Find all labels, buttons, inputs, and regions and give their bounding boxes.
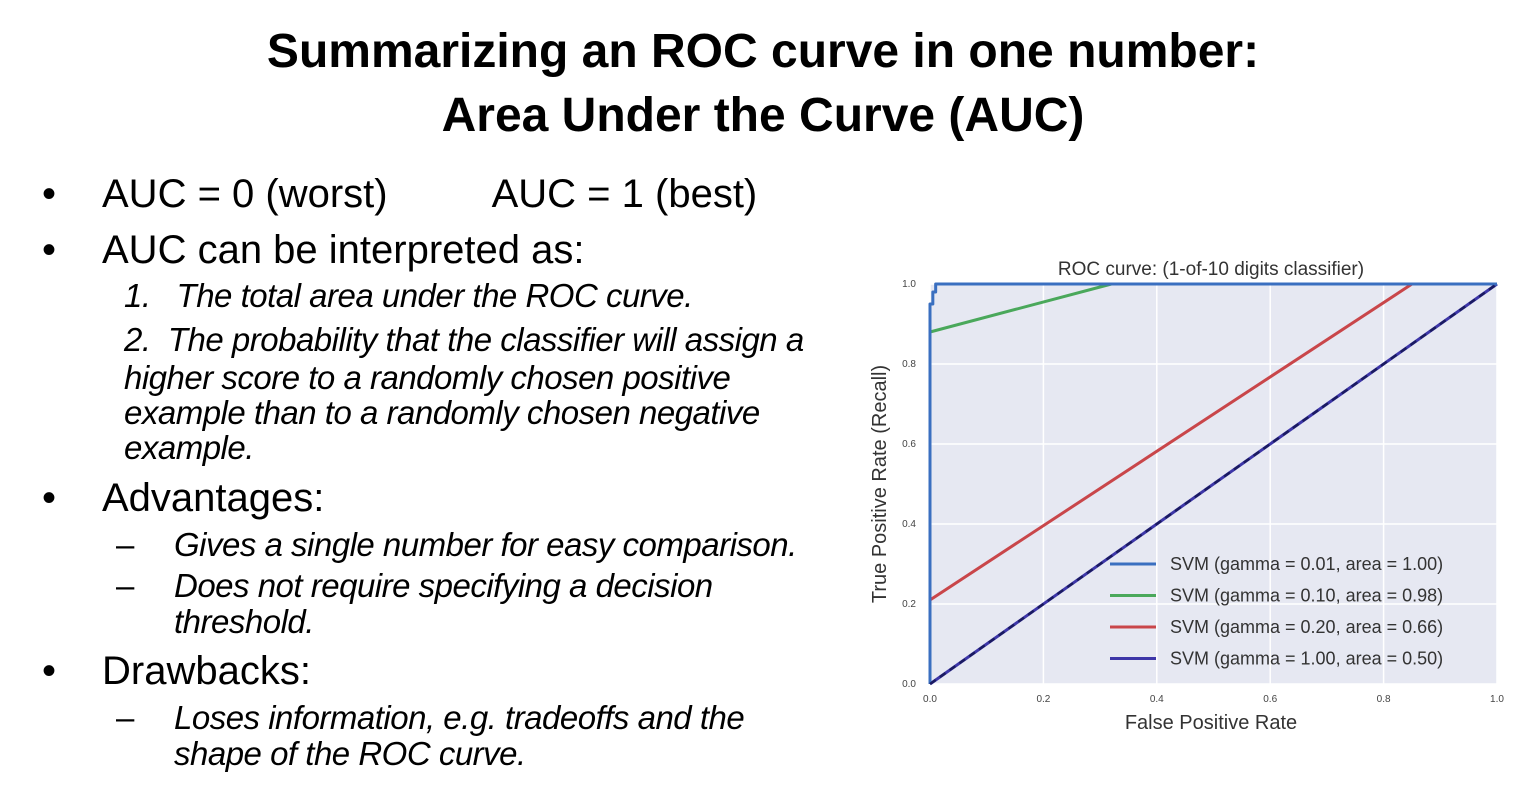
series-lines — [928, 282, 1498, 686]
bullet-text: AUC can be interpreted as: — [102, 228, 585, 272]
x-tick-label: 0.2 — [1036, 694, 1050, 705]
bullet-text: Drawbacks: — [102, 649, 311, 693]
auc-worst-text: AUC = 0 (worst) — [102, 172, 388, 216]
x-tick-label: 0.6 — [1263, 694, 1277, 705]
dash-marker: – — [116, 526, 135, 563]
item-text-line-2: higher score to a randomly chosen positi… — [124, 359, 731, 396]
legend-label: SVM (gamma = 1.00, area = 0.50) — [1170, 649, 1443, 669]
slide-title: Summarizing an ROC curve in one number: … — [0, 20, 1526, 148]
title-line-2: Area Under the Curve (AUC) — [441, 89, 1085, 142]
advantage-item-1: Gives a single number for easy compariso… — [174, 526, 797, 563]
bullet-marker: • — [42, 476, 57, 520]
dash-marker: – — [116, 567, 135, 604]
y-tick-label: 0.6 — [902, 439, 916, 450]
legend-label: SVM (gamma = 0.01, area = 1.00) — [1170, 554, 1443, 574]
drawback-item-1-line-2: shape of the ROC curve. — [174, 735, 526, 772]
y-tick-labels: 0.0 0.2 0.4 0.6 0.8 1.0 — [902, 279, 916, 690]
roc-chart: ROC curve: (1-of-10 digits classifier) 0… — [869, 259, 1504, 734]
bullet-marker: • — [42, 228, 57, 272]
legend: SVM (gamma = 0.01, area = 1.00) SVM (gamm… — [1110, 554, 1443, 669]
y-tick-label: 0.0 — [902, 679, 916, 690]
y-tick-label: 0.4 — [902, 519, 916, 530]
drawback-item-1-line-1: Loses information, e.g. tradeoffs and th… — [174, 699, 745, 736]
bullet-marker: • — [42, 172, 57, 216]
y-tick-label: 0.2 — [902, 599, 916, 610]
title-line-1: Summarizing an ROC curve in one number: — [266, 25, 1260, 78]
auc-best-text: AUC = 1 (best) — [491, 172, 758, 216]
bullet-text: Advantages: — [102, 476, 325, 520]
interpretation-item-1: 1. The total area under the ROC curve. — [124, 278, 693, 314]
interpretation-item-2: 2. The probability that the classifier w… — [124, 322, 804, 358]
x-tick-labels: 0.0 0.2 0.4 0.6 0.8 1.0 — [923, 694, 1504, 705]
series-line-1 — [928, 282, 1497, 684]
dash-marker: – — [116, 699, 135, 736]
advantage-item-2-line-2: threshold. — [174, 603, 314, 640]
chart-title: ROC curve: (1-of-10 digits classifier) — [1058, 259, 1364, 280]
x-tick-label: 0.4 — [1150, 694, 1164, 705]
x-tick-label: 1.0 — [1490, 694, 1504, 705]
y-tick-label: 0.8 — [902, 359, 916, 370]
x-tick-label: 0.0 — [923, 694, 937, 705]
item-number: 1. — [124, 277, 151, 314]
item-text-line-4: example. — [124, 429, 254, 466]
x-axis-label: False Positive Rate — [1125, 712, 1297, 734]
y-tick-label: 1.0 — [902, 279, 916, 290]
bullet-marker: • — [42, 649, 57, 693]
x-tick-label: 0.8 — [1377, 694, 1391, 705]
advantage-item-2-line-1: Does not require specifying a decision — [174, 567, 713, 604]
legend-label: SVM (gamma = 0.20, area = 0.66) — [1170, 617, 1443, 637]
reference-diagonal — [929, 282, 1498, 686]
item-number: 2. — [124, 321, 151, 358]
legend-label: SVM (gamma = 0.10, area = 0.98) — [1170, 586, 1443, 606]
item-text: The total area under the ROC curve. — [176, 277, 694, 314]
item-text-line-1: The probability that the classifier will… — [167, 321, 804, 358]
item-text-line-3: example than to a randomly chosen negati… — [124, 394, 760, 431]
y-axis-label: True Positive Rate (Recall) — [869, 365, 891, 603]
